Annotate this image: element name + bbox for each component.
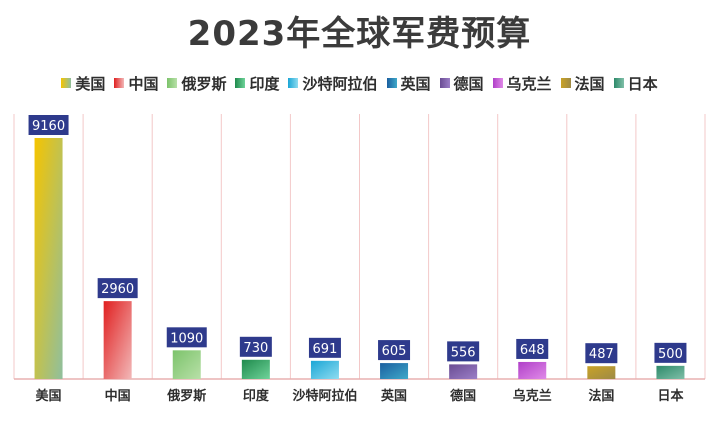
legend-label: 法国	[574, 74, 605, 93]
x-tick-label: 法国	[588, 388, 614, 404]
legend-label: 乌克兰	[506, 74, 552, 93]
data-label: 605	[382, 344, 407, 359]
data-label: 691	[313, 342, 338, 357]
x-tick-label: 印度	[243, 388, 270, 404]
data-label: 648	[520, 343, 545, 358]
data-label: 500	[658, 347, 683, 362]
legend-swatch	[613, 78, 624, 88]
data-label-box	[585, 343, 618, 364]
bar[interactable]	[587, 366, 616, 379]
legend-swatch	[61, 78, 72, 88]
legend-label: 中国	[128, 74, 159, 93]
x-tick-label: 沙特阿拉伯	[292, 388, 357, 404]
bar[interactable]	[449, 364, 478, 379]
data-label-box	[239, 336, 272, 357]
legend-item[interactable]: 英国	[386, 73, 431, 94]
chart-legend: 美国 中国 俄罗斯 印度 沙特阿拉伯 英国 德国 乌克兰 法国 日本	[0, 70, 719, 96]
legend-item[interactable]: 印度	[235, 73, 279, 94]
x-tick-label: 美国	[36, 388, 62, 404]
x-tick-label: 日本	[657, 388, 683, 404]
legend-swatch	[439, 78, 450, 88]
legend-swatch	[235, 78, 246, 88]
legend-label: 沙特阿拉伯	[302, 74, 378, 93]
data-label-box	[97, 278, 138, 299]
data-label-box	[166, 327, 207, 348]
data-label: 2960	[101, 282, 134, 297]
legend-item[interactable]: 美国	[61, 73, 105, 94]
legend-item[interactable]: 德国	[439, 73, 484, 94]
bar[interactable]	[310, 360, 339, 379]
data-label: 556	[451, 345, 476, 360]
data-label-box	[654, 342, 687, 363]
legend-item[interactable]: 俄罗斯	[167, 73, 226, 94]
bar[interactable]	[103, 301, 132, 379]
data-label: 9160	[32, 119, 65, 134]
legend-swatch	[167, 78, 178, 88]
x-tick-label: 英国	[380, 388, 407, 404]
x-tick-label: 德国	[450, 388, 476, 404]
legend-label: 美国	[75, 74, 106, 93]
legend-label: 德国	[453, 74, 484, 93]
legend-swatch	[492, 78, 503, 88]
chart-title: 2023年全球军费预算	[187, 14, 532, 54]
legend-label: 英国	[400, 74, 431, 93]
legend-swatch	[114, 78, 125, 88]
bar[interactable]	[380, 363, 409, 379]
legend-swatch	[386, 78, 397, 88]
data-label-box	[378, 340, 411, 361]
data-label-box	[28, 115, 69, 135]
data-label: 1090	[170, 331, 203, 346]
legend-swatch	[288, 78, 299, 88]
bar[interactable]	[518, 361, 547, 379]
data-label-box	[447, 341, 480, 362]
bar[interactable]	[656, 365, 685, 379]
bar[interactable]	[241, 359, 270, 379]
data-label: 730	[243, 341, 268, 356]
legend-item[interactable]: 乌克兰	[492, 73, 552, 94]
x-tick-label: 中国	[105, 388, 131, 404]
legend-item[interactable]: 沙特阿拉伯	[288, 73, 378, 94]
x-tick-label: 俄罗斯	[166, 388, 206, 404]
legend-label: 俄罗斯	[181, 74, 227, 93]
data-label-box	[516, 338, 549, 359]
legend-label: 日本	[627, 74, 658, 93]
legend-swatch	[560, 78, 571, 88]
legend-label: 印度	[249, 74, 280, 93]
legend-item[interactable]: 中国	[114, 73, 158, 94]
data-label: 487	[589, 347, 614, 362]
legend-item[interactable]: 法国	[560, 73, 605, 94]
x-tick-label: 乌克兰	[513, 388, 552, 404]
legend-item[interactable]: 日本	[613, 73, 658, 94]
bar[interactable]	[34, 138, 63, 379]
bar[interactable]	[172, 350, 201, 379]
data-label-box	[308, 337, 341, 358]
